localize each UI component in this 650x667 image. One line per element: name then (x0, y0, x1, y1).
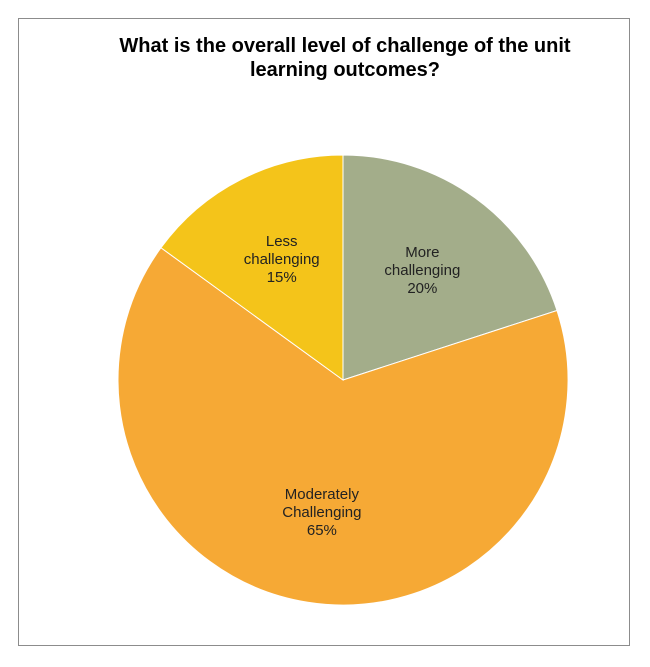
chart-title: What is the overall level of challenge o… (119, 35, 571, 81)
pie-slice (160, 154, 344, 381)
slice-label: Less challenging 15% (232, 233, 332, 287)
slice-category: More challenging (384, 243, 461, 279)
slice-value: 15% (266, 268, 297, 286)
slice-value: 65% (306, 522, 337, 540)
pie-slice (342, 154, 558, 381)
chart-frame (18, 18, 630, 646)
slice-category: Moderately Challenging (282, 486, 362, 522)
slice-label: More challenging 20% (372, 244, 472, 298)
slice-category: Less challenging (243, 232, 320, 268)
slice-value: 20% (407, 279, 438, 297)
pie-slice (117, 247, 569, 606)
slice-label: Moderately Challenging 65% (272, 486, 372, 540)
